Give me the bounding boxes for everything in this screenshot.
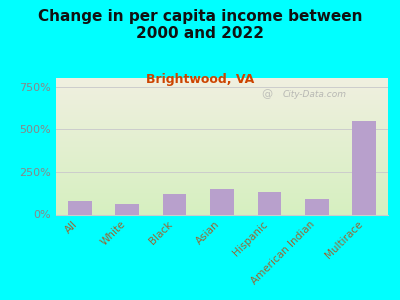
Bar — [352, 121, 376, 214]
Text: @: @ — [261, 89, 272, 99]
Text: Change in per capita income between
2000 and 2022: Change in per capita income between 2000… — [38, 9, 362, 41]
Bar — [163, 194, 186, 214]
Bar — [258, 192, 281, 214]
Bar — [115, 204, 139, 214]
Text: Brightwood, VA: Brightwood, VA — [146, 74, 254, 86]
Bar — [305, 199, 329, 214]
Bar — [210, 189, 234, 214]
Bar — [68, 201, 92, 214]
Text: City-Data.com: City-Data.com — [283, 90, 347, 99]
